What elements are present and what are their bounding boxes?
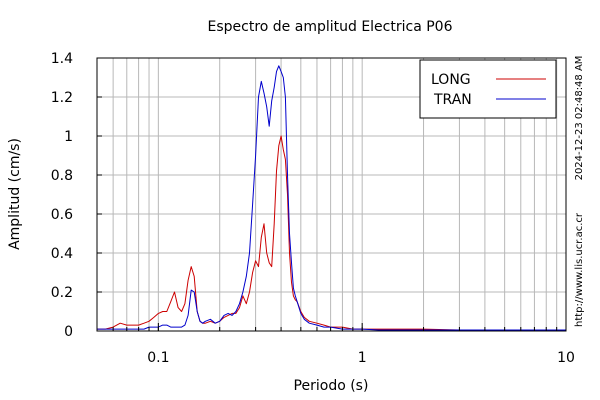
y-axis-label: Amplitud (cm/s) xyxy=(7,138,23,250)
legend: LONG TRAN xyxy=(419,59,557,119)
y-tick-label: 0 xyxy=(64,324,73,340)
y-tick-label: 1.2 xyxy=(51,90,73,106)
legend-label-tran: TRAN xyxy=(433,92,472,108)
legend-box xyxy=(419,59,557,119)
y-tick-label: 0.2 xyxy=(51,285,73,301)
series-layer xyxy=(97,65,566,331)
y-tick-label: 1.4 xyxy=(51,51,73,67)
plot-frame xyxy=(96,57,567,332)
timestamp-label: 2024-12-23 02:48:48 AM xyxy=(574,56,585,181)
legend-label-long: LONG xyxy=(431,72,471,88)
x-tick-label: 1 xyxy=(358,350,367,366)
y-tick-label: 0.6 xyxy=(51,207,73,223)
x-axis-label: Periodo (s) xyxy=(294,378,369,394)
series-line-tran xyxy=(97,65,566,331)
series-line-long xyxy=(97,135,566,331)
url-label: http://www.lis.ucr.ac.cr xyxy=(574,212,585,327)
chart-title: Espectro de amplitud Electrica P06 xyxy=(208,19,453,35)
x-tick-label: 0.1 xyxy=(147,350,169,366)
y-tick-label: 0.4 xyxy=(51,246,73,262)
y-tick-label: 1 xyxy=(64,129,73,145)
x-tick-label: 10 xyxy=(557,350,575,366)
axes-ticks: 0 0.2 0.4 0.6 0.8 1 1.2 1.4 0.1 1 10 xyxy=(51,51,575,366)
y-tick-label: 0.8 xyxy=(51,168,73,184)
